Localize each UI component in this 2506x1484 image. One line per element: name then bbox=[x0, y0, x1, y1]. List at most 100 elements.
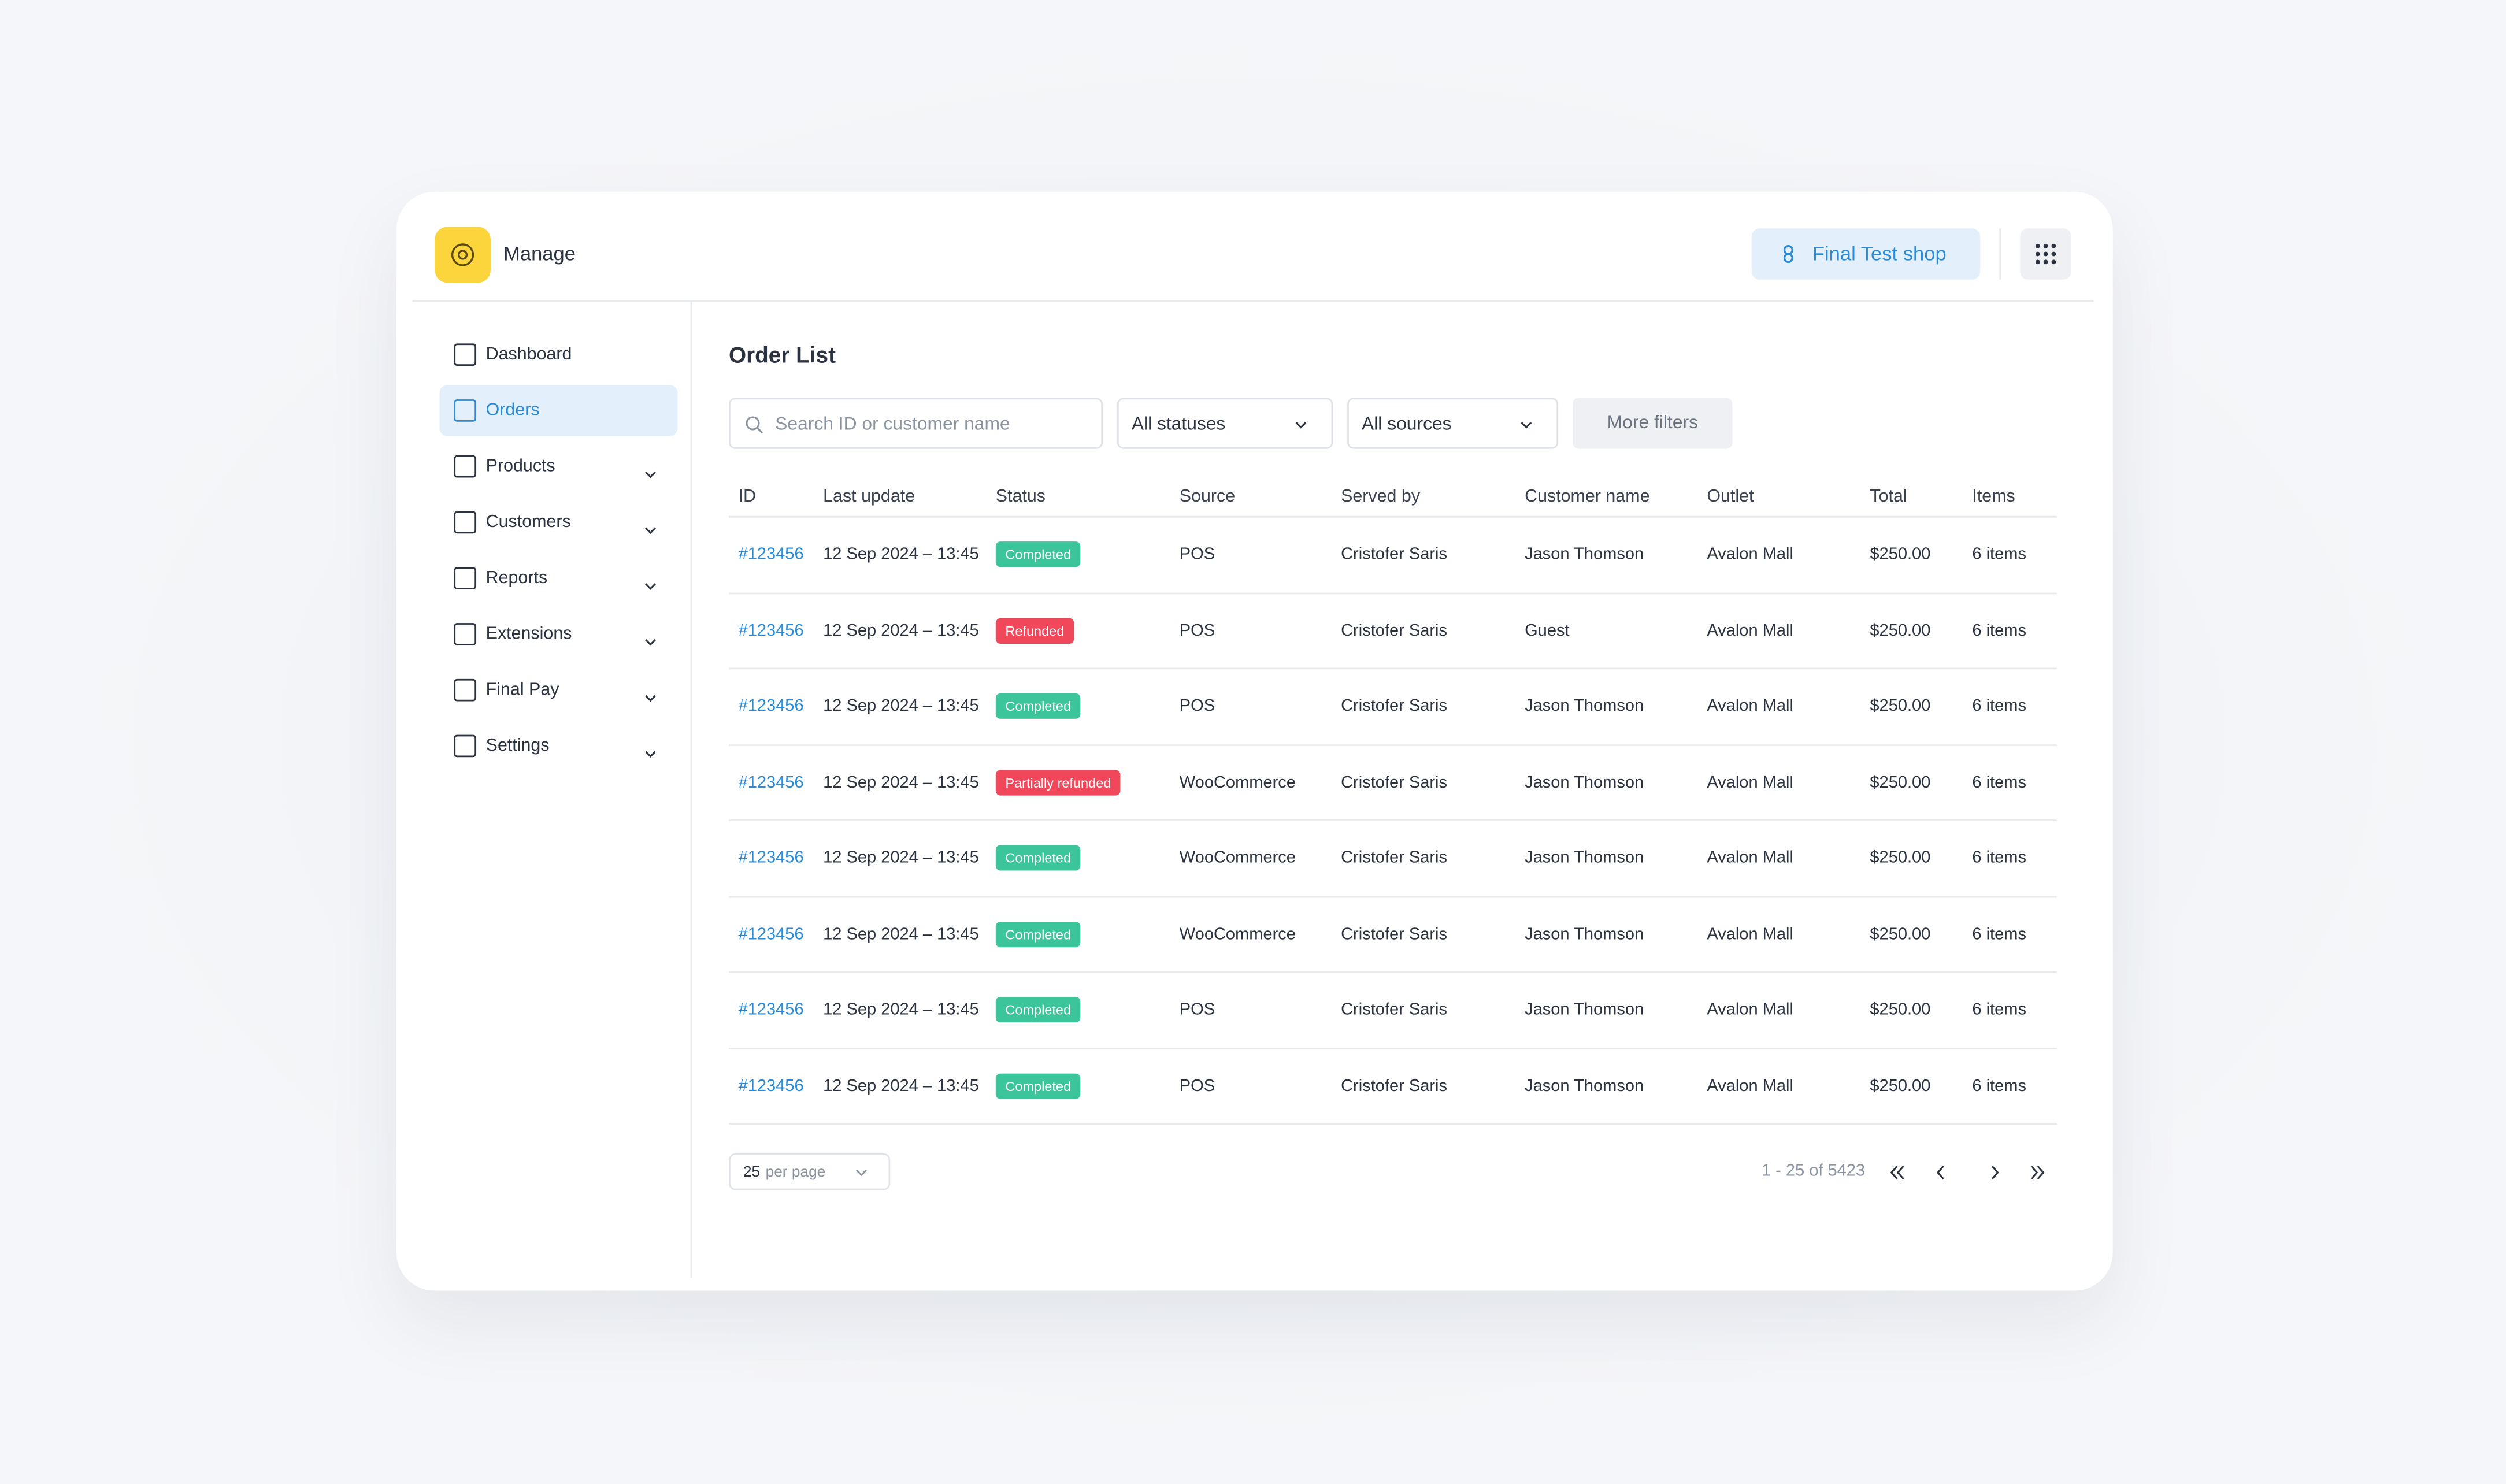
status-badge: Completed bbox=[995, 921, 1081, 947]
nav-chevron bbox=[644, 572, 657, 590]
order-link[interactable]: #123456 bbox=[738, 848, 804, 868]
order-link[interactable]: #123456 bbox=[738, 772, 804, 792]
nav-item[interactable]: Orders bbox=[485, 400, 540, 421]
nav-item[interactable]: Dashboard bbox=[485, 345, 572, 365]
app-window bbox=[396, 191, 2113, 1291]
table-cell: 6 items bbox=[1972, 1075, 2026, 1095]
apps-icon bbox=[2035, 243, 2056, 265]
nav-item[interactable]: Customers bbox=[485, 513, 571, 532]
table-cell: 6 items bbox=[1972, 924, 2026, 944]
table-cell: $250.00 bbox=[1870, 1000, 1931, 1019]
row-line bbox=[728, 743, 2057, 745]
row-line bbox=[728, 1047, 2057, 1049]
pager-buttons[interactable] bbox=[1889, 1162, 2049, 1184]
shop-name: Final Test shop bbox=[1812, 243, 1947, 265]
table-cell: $250.00 bbox=[1870, 544, 1931, 564]
table-cell: 6 items bbox=[1972, 544, 2026, 564]
table-cell: Avalon Mall bbox=[1707, 772, 1793, 792]
table-cell: Jason Thomson bbox=[1525, 1000, 1644, 1019]
table-cell: Cristofer Saris bbox=[1341, 544, 1448, 564]
column-header: Served by bbox=[1341, 487, 1421, 507]
nav-icon bbox=[454, 343, 477, 366]
order-link[interactable]: #123456 bbox=[738, 620, 804, 640]
page-range: 1 - 25 of 5423 bbox=[1761, 1161, 1866, 1181]
column-header: ID bbox=[738, 487, 756, 507]
nav-item[interactable]: Settings bbox=[485, 736, 550, 756]
table-cell: 6 items bbox=[1972, 696, 2026, 716]
search-input[interactable]: Search ID or customer name bbox=[728, 398, 1103, 449]
nav-active-bg bbox=[439, 385, 678, 436]
table-cell: Avalon Mall bbox=[1707, 544, 1793, 564]
nav-item[interactable]: Final Pay bbox=[485, 680, 559, 700]
nav-item[interactable]: Products bbox=[485, 457, 555, 476]
nav-chevron bbox=[644, 628, 657, 646]
table-cell: $250.00 bbox=[1870, 848, 1931, 868]
order-link[interactable]: #123456 bbox=[738, 1000, 804, 1019]
order-link[interactable]: #123456 bbox=[738, 544, 804, 564]
nav-chevron bbox=[644, 684, 657, 702]
table-cell: 12 Sep 2024 – 13:45 bbox=[823, 620, 979, 640]
shop-button[interactable]: Final Test shop bbox=[1751, 228, 1981, 280]
nav-chevron bbox=[644, 516, 657, 535]
nav-chevron bbox=[644, 740, 657, 758]
shop-icon bbox=[1783, 245, 1793, 264]
chevron bbox=[1295, 422, 1307, 429]
column-header: Items bbox=[1972, 487, 2015, 507]
table-cell: Jason Thomson bbox=[1525, 848, 1644, 868]
table-cell: Cristofer Saris bbox=[1341, 1075, 1448, 1095]
table-cell: Cristofer Saris bbox=[1341, 696, 1448, 716]
nav-item[interactable]: Reports bbox=[485, 569, 548, 588]
table-cell: POS bbox=[1179, 620, 1215, 640]
table-cell: WooCommerce bbox=[1179, 772, 1296, 792]
nav-icon bbox=[454, 399, 477, 422]
status-badge: Completed bbox=[995, 541, 1081, 567]
status-filter[interactable]: All statuses bbox=[1117, 398, 1333, 449]
source-filter[interactable]: All sources bbox=[1347, 398, 1559, 449]
table-cell: Avalon Mall bbox=[1707, 924, 1793, 944]
table-cell: 12 Sep 2024 – 13:45 bbox=[823, 924, 979, 944]
row-line bbox=[728, 819, 2057, 821]
table-cell: POS bbox=[1179, 544, 1215, 564]
more-filters-button[interactable]: More filters bbox=[1573, 398, 1733, 449]
nav-item[interactable]: Extensions bbox=[485, 624, 572, 644]
row-line bbox=[728, 895, 2057, 897]
table-cell: 12 Sep 2024 – 13:45 bbox=[823, 1000, 979, 1019]
per-page-select[interactable]: 25 per page bbox=[728, 1153, 891, 1190]
logo[interactable] bbox=[435, 227, 491, 283]
header-divider bbox=[412, 300, 2094, 302]
page-title: Order List bbox=[728, 342, 836, 368]
column-header: Customer name bbox=[1525, 487, 1650, 507]
apps-button[interactable] bbox=[2020, 228, 2071, 280]
more-filters-label: More filters bbox=[1607, 413, 1698, 433]
chevron bbox=[1521, 422, 1532, 429]
per-page-value: 25 bbox=[743, 1163, 761, 1182]
table-cell: Jason Thomson bbox=[1525, 924, 1644, 944]
order-link[interactable]: #123456 bbox=[738, 696, 804, 716]
table-cell: Cristofer Saris bbox=[1341, 1000, 1448, 1019]
chevron bbox=[856, 1169, 867, 1177]
table-cell: 12 Sep 2024 – 13:45 bbox=[823, 772, 979, 792]
table-cell: $250.00 bbox=[1870, 772, 1931, 792]
table-cell: 12 Sep 2024 – 13:45 bbox=[823, 1075, 979, 1095]
nav-icon bbox=[454, 678, 477, 702]
table-cell: $250.00 bbox=[1870, 696, 1931, 716]
order-link[interactable]: #123456 bbox=[738, 924, 804, 944]
search-icon bbox=[746, 416, 763, 434]
status-badge: Completed bbox=[995, 845, 1081, 871]
app-title: Manage bbox=[503, 243, 576, 265]
nav-chevron bbox=[644, 460, 657, 478]
table-cell: POS bbox=[1179, 696, 1215, 716]
table-cell: 6 items bbox=[1972, 620, 2026, 640]
table-cell: Cristofer Saris bbox=[1341, 924, 1448, 944]
nav-icon bbox=[454, 734, 477, 758]
column-header: Last update bbox=[823, 487, 915, 507]
status-badge: Partially refunded bbox=[995, 769, 1121, 795]
row-line bbox=[728, 1123, 2057, 1125]
order-link[interactable]: #123456 bbox=[738, 1075, 804, 1095]
status-badge: Completed bbox=[995, 693, 1081, 719]
table-cell: Jason Thomson bbox=[1525, 772, 1644, 792]
table-cell: WooCommerce bbox=[1179, 848, 1296, 868]
table-cell: 6 items bbox=[1972, 848, 2026, 868]
